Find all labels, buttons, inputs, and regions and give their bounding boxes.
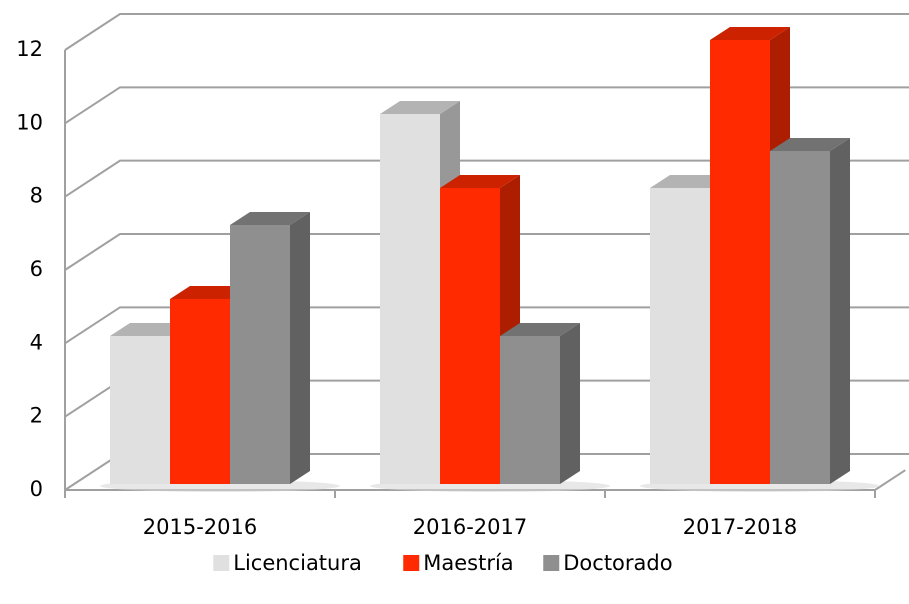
bar-front — [170, 299, 230, 484]
grid-line — [64, 86, 909, 125]
bar — [230, 212, 310, 484]
bar-front — [380, 114, 440, 484]
x-tick-label: 2016-2017 — [413, 515, 527, 539]
grid-line — [64, 306, 909, 345]
bar-side — [830, 138, 850, 484]
y-tick-label: 0 — [30, 477, 43, 501]
grid-line — [64, 13, 909, 51]
bar — [500, 323, 580, 484]
legend-label: Maestría — [423, 551, 513, 575]
bar-front — [230, 225, 290, 484]
grid-line — [64, 233, 909, 271]
y-tick-label: 2 — [30, 404, 43, 428]
bar-front — [500, 336, 560, 484]
bar-top — [770, 138, 850, 151]
bar-top — [230, 212, 310, 225]
bar-front — [710, 40, 770, 484]
x-tick-label: 2015-2016 — [143, 515, 257, 539]
legend-swatch — [543, 555, 560, 571]
legend-label: Licenciatura — [233, 551, 362, 575]
bar-front — [650, 188, 710, 484]
legend-swatch — [213, 555, 230, 571]
legend-swatch — [403, 555, 420, 571]
bar — [770, 138, 850, 484]
bar-side — [560, 323, 580, 484]
y-tick-label: 6 — [30, 257, 43, 281]
bar-top — [710, 27, 790, 40]
y-tick-label: 12 — [16, 37, 43, 61]
bar-front — [770, 151, 830, 484]
y-tick-label: 10 — [16, 110, 43, 134]
grid-line — [64, 159, 909, 198]
x-tick-label: 2017-2018 — [683, 515, 797, 539]
legend-label: Doctorado — [563, 551, 672, 575]
y-tick-label: 8 — [30, 184, 43, 208]
bar-front — [440, 188, 500, 484]
bar-top — [440, 175, 520, 188]
bar-top — [500, 323, 580, 336]
y-tick-label: 4 — [30, 330, 43, 354]
bar-top — [380, 101, 460, 114]
bar-side — [290, 212, 310, 484]
bar-front — [110, 336, 170, 484]
